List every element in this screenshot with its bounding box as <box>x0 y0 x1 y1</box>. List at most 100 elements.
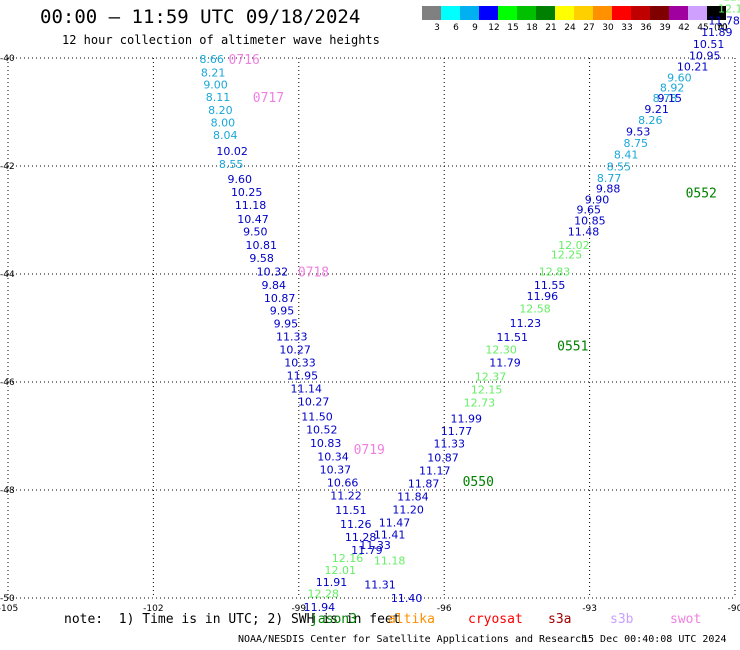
swh-value: 11.79 <box>351 544 383 557</box>
legend-swatch <box>707 6 726 20</box>
swh-value: 11.26 <box>340 518 372 531</box>
swh-value: 9.90 <box>585 193 610 206</box>
satellite-label: swot <box>670 612 702 627</box>
lon-label: -90 <box>728 604 740 614</box>
legend-label: 33 <box>621 23 632 33</box>
swh-value: 8.00 <box>211 116 236 129</box>
swh-value: 12.83 <box>539 265 571 278</box>
page-title: 00:00 – 11:59 UTC 09/18/2024 <box>40 6 361 28</box>
swh-value: 8.41 <box>614 149 639 162</box>
swh-value: 9.95 <box>270 305 295 318</box>
swh-value: 9.50 <box>243 225 268 238</box>
altimeter-tracks: 8.668.219.008.118.208.008.0410.028.559.6… <box>199 0 740 614</box>
satellite-label: altika <box>388 612 435 627</box>
pass-time-label: 0716 <box>229 53 260 68</box>
swh-value: 10.83 <box>310 437 342 450</box>
lon-label: -96 <box>437 604 452 614</box>
swh-value: 11.18 <box>235 199 267 212</box>
swh-value: 11.77 <box>441 425 473 438</box>
swh-value: 12.37 <box>475 371 507 384</box>
legend-swatch <box>517 6 536 20</box>
swh-value: 10.87 <box>427 452 459 465</box>
swh-value: 9.88 <box>596 183 621 196</box>
swh-value: 12.15 <box>471 384 503 397</box>
lat-label: -46 <box>0 378 15 388</box>
axis-labels: -40 -42 -44 -46 -48 -50-105 -102 -99 -96 -93 -90 <box>0 54 740 614</box>
swh-value: 10.85 <box>574 215 606 228</box>
legend-swatch <box>593 6 612 20</box>
legend-swatch <box>650 6 669 20</box>
legend-label: 45 <box>697 23 708 33</box>
swh-value: 9.60 <box>667 71 692 84</box>
swh-value: 11.31 <box>364 579 396 592</box>
footer-credit: NOAA/NESDIS Center for Satellite Applica… <box>238 634 588 645</box>
legend-swatch <box>555 6 574 20</box>
page-subtitle: 12 hour collection of altimeter wave hei… <box>62 33 380 47</box>
swh-value: 11.87 <box>408 478 440 491</box>
lat-label: -48 <box>0 486 15 496</box>
swh-value: 8.11 <box>206 91 231 104</box>
swh-value: 9.65 <box>577 204 602 217</box>
swh-value: 10.37 <box>320 463 352 476</box>
legend-swatch <box>669 6 688 20</box>
swh-value: 9.84 <box>261 279 286 292</box>
color-legend: 3 6 9 12 15 18 21 24 27 30 33 36 39 42 45 70(ft) <box>422 6 728 33</box>
swh-value: 8.20 <box>208 104 233 117</box>
swh-value: 11.94 <box>304 601 336 614</box>
swh-value: 9.60 <box>228 173 253 186</box>
legend-label: 18 <box>526 23 538 33</box>
swh-value: 10.87 <box>264 292 296 305</box>
swh-value: 12.44 <box>723 0 740 3</box>
swh-value: 11.20 <box>392 503 424 516</box>
swh-value: 8.75 <box>624 137 649 150</box>
swh-value: 10.27 <box>279 344 311 357</box>
lon-label: -102 <box>143 604 163 614</box>
swh-value: 10.33 <box>284 357 316 370</box>
legend-label: 36 <box>640 23 652 33</box>
swh-value: 12.25 <box>551 249 583 262</box>
swh-value: 11.14 <box>291 382 323 395</box>
swh-value: 12.73 <box>464 397 496 410</box>
swh-value: 12.58 <box>519 303 551 316</box>
legend-unit: (ft) <box>714 23 728 33</box>
swh-value: 8.77 <box>597 172 622 185</box>
swh-value: 11.84 <box>397 490 429 503</box>
swh-value: 11.99 <box>451 413 483 426</box>
swh-value: 11.18 <box>374 555 406 568</box>
swh-value: 10.81 <box>245 239 277 252</box>
swh-value: 12.18 <box>718 2 740 15</box>
swh-value: 10.32 <box>257 265 289 278</box>
swh-value: 9.58 <box>249 252 274 265</box>
swh-value: 10.02 <box>216 145 248 158</box>
pass-time-label: 0719 <box>354 443 385 458</box>
swh-value: 11.51 <box>497 331 529 344</box>
legend-swatch <box>631 6 650 20</box>
swh-value: 11.95 <box>287 370 319 383</box>
swh-value: 9.21 <box>644 103 669 116</box>
legend-swatch <box>460 6 479 20</box>
swh-value: 9.53 <box>626 125 651 138</box>
lat-label: -50 <box>0 594 15 604</box>
legend-swatch <box>441 6 460 20</box>
pass-time-label: 0717 <box>253 91 284 106</box>
legend-swatch <box>574 6 593 20</box>
pass-time-label: 0552 <box>686 186 717 201</box>
swh-value: 10.66 <box>327 476 359 489</box>
swh-value: 11.28 <box>345 531 377 544</box>
swh-value: 9.95 <box>274 318 299 331</box>
swh-value: 11.33 <box>276 331 308 344</box>
swh-value: 11.41 <box>374 528 406 541</box>
swh-value: 10.34 <box>317 451 349 464</box>
swh-value: 12.02 <box>558 239 590 252</box>
legend-label: 39 <box>659 23 671 33</box>
swh-value: 12.28 <box>308 588 340 601</box>
swh-value: 12.01 <box>324 564 356 577</box>
swh-value: 8.78 <box>653 92 678 105</box>
swh-value: 11.23 <box>510 317 542 330</box>
swh-value: 11.22 <box>330 489 362 502</box>
swh-value: 8.26 <box>638 114 663 127</box>
legend-swatch <box>536 6 555 20</box>
lat-label: -42 <box>0 162 15 172</box>
legend-swatch <box>688 6 707 20</box>
